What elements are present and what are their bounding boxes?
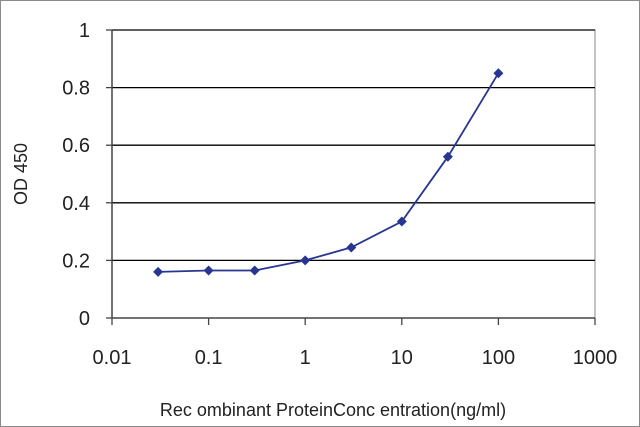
- y-tick-label: 1: [79, 20, 90, 42]
- data-point-marker: [203, 265, 214, 276]
- data-point-marker: [493, 68, 504, 79]
- x-tick-label: 0.01: [93, 347, 132, 369]
- series-line: [158, 72, 500, 273]
- data-point-marker: [300, 255, 311, 266]
- x-axis-title: Rec ombinant ProteinConc entration(ng/ml…: [160, 400, 506, 420]
- data-point-marker: [249, 265, 260, 276]
- x-tick-label: 1000: [573, 347, 618, 369]
- data-point-marker: [153, 266, 164, 277]
- x-tick-label: 100: [482, 347, 515, 369]
- data-point-marker: [442, 151, 453, 162]
- x-tick-label: 0.1: [195, 347, 223, 369]
- plot-area: [111, 29, 596, 319]
- axes: [106, 29, 596, 325]
- x-tick-label: 10: [391, 347, 413, 369]
- data-point-marker: [396, 216, 407, 227]
- data-series: [153, 68, 504, 277]
- y-axis-title: OD 450: [11, 143, 31, 205]
- x-tick-label: 1: [300, 347, 311, 369]
- y-tick-label: 0.2: [62, 250, 90, 272]
- y-tick-label: 0.6: [62, 135, 90, 157]
- y-tick-label: 0: [79, 308, 90, 330]
- y-tick-label: 0.4: [62, 193, 90, 215]
- data-point-marker: [346, 242, 357, 253]
- y-tick-label: 0.8: [62, 78, 90, 100]
- tick-labels: 0 0.2 0.4 0.6 0.8 1 0.01 0.1 1 10 100 1000: [62, 20, 617, 369]
- gridlines: [112, 29, 595, 262]
